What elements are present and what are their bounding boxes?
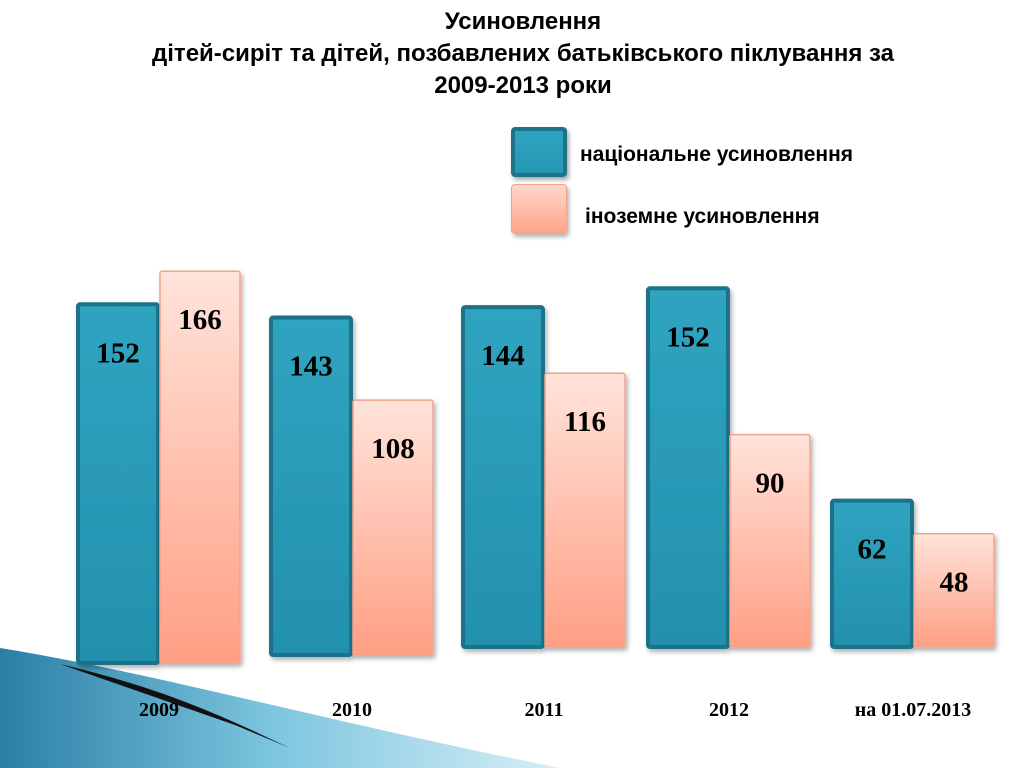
category-label-0: 2009 xyxy=(139,699,179,721)
legend-label-national: національне усиновлення xyxy=(580,143,853,166)
data-label-national-1: 143 xyxy=(289,351,333,383)
data-label-foreign-3: 90 xyxy=(756,468,785,500)
data-label-foreign-1: 108 xyxy=(371,433,415,465)
category-label-2: 2011 xyxy=(525,699,564,721)
title-line-1: Усиновлення xyxy=(444,8,602,35)
legend-label-foreign: іноземне усиновлення xyxy=(585,205,820,228)
bar-foreign-2 xyxy=(544,372,626,648)
chart-title: Усиновлення дітей-сиріт та дітей, позбав… xyxy=(0,6,1024,102)
title-line-3: 2009-2013 роки xyxy=(434,72,612,99)
bar-national-3 xyxy=(646,286,730,649)
category-label-3: 2012 xyxy=(709,699,749,721)
category-label-1: 2010 xyxy=(332,699,372,721)
data-label-foreign-2: 116 xyxy=(564,406,606,438)
bar-national-1 xyxy=(269,315,353,657)
data-label-foreign-0: 166 xyxy=(178,304,222,336)
category-label-4: на 01.07.2013 xyxy=(855,699,972,721)
data-label-national-3: 152 xyxy=(666,321,710,353)
bar-national-2 xyxy=(461,305,545,649)
decorative-swoosh xyxy=(0,648,560,768)
legend-swatch-foreign xyxy=(511,184,567,234)
bar-foreign-4 xyxy=(913,532,995,648)
bar-national-0 xyxy=(76,302,160,665)
bar-foreign-3 xyxy=(729,433,811,648)
data-label-national-0: 152 xyxy=(96,337,140,369)
bar-foreign-1 xyxy=(352,399,434,656)
legend-swatch-national xyxy=(511,127,567,177)
bar-foreign-0 xyxy=(159,270,241,664)
data-label-national-2: 144 xyxy=(481,340,525,372)
bar-national-4 xyxy=(830,498,914,649)
data-label-national-4: 62 xyxy=(858,534,887,566)
title-line-2: дітей-сиріт та дітей, позбавлених батькі… xyxy=(152,40,894,67)
data-label-foreign-4: 48 xyxy=(940,567,969,599)
